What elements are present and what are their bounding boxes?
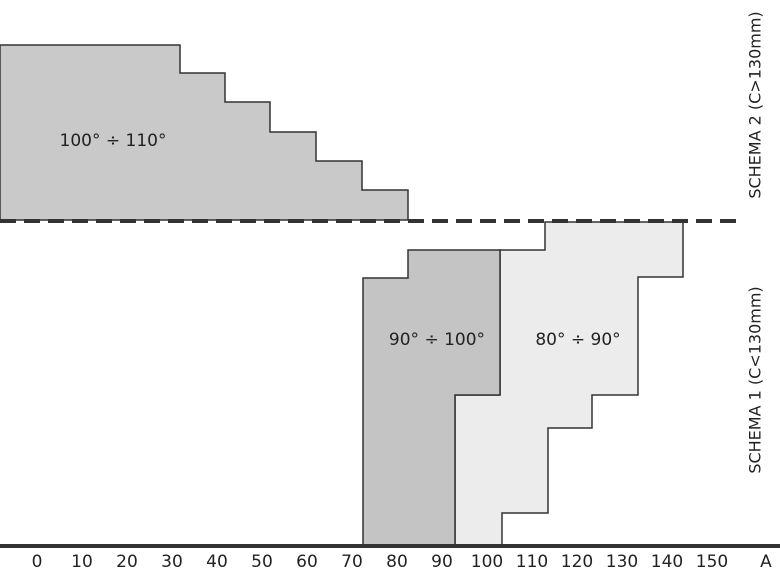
x-tick-label: 60 — [296, 552, 318, 572]
x-tick-label: 50 — [251, 552, 273, 572]
scheme-label: SCHEMA 1 (C<130mm) — [746, 286, 765, 473]
region-100-110 — [0, 44, 409, 221]
region-label: 80° ÷ 90° — [535, 330, 620, 350]
x-tick-label: 130 — [606, 552, 638, 572]
x-tick-label: 90 — [431, 552, 453, 572]
region-label: 90° ÷ 100° — [389, 330, 485, 350]
x-tick-label: 0 — [32, 552, 43, 572]
x-tick-label: 100 — [471, 552, 503, 572]
x-tick-label: 20 — [116, 552, 138, 572]
x-tick-label: 80 — [386, 552, 408, 572]
x-tick-label: 30 — [161, 552, 183, 572]
x-tick-label: 150 — [696, 552, 728, 572]
x-tick-label: 110 — [516, 552, 548, 572]
x-tick-label: 10 — [71, 552, 93, 572]
x-tick-label: 70 — [341, 552, 363, 572]
axis-label: A — [760, 552, 772, 572]
x-tick-label: 140 — [651, 552, 683, 572]
x-tick-label: 120 — [561, 552, 593, 572]
region-label: 100° ÷ 110° — [60, 131, 167, 151]
scheme-label: SCHEMA 2 (C>130mm) — [746, 11, 765, 198]
x-tick-label: 40 — [206, 552, 228, 572]
